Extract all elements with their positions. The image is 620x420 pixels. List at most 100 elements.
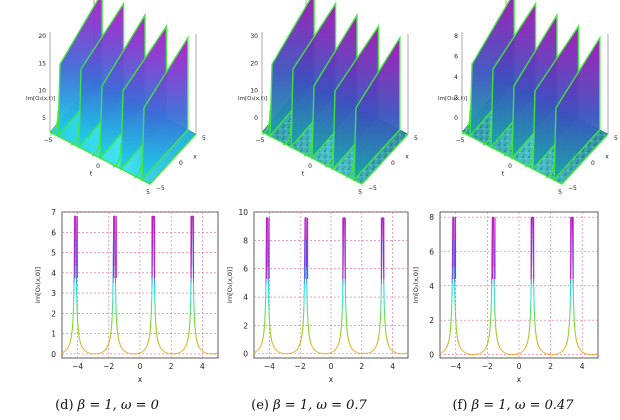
z-axis-label: Im[O₃(x,t)] — [438, 96, 467, 102]
x-tick-label-3d: −5 — [156, 185, 165, 192]
x-tick-label: −4 — [450, 362, 461, 371]
y-tick-label: 8 — [243, 236, 248, 245]
x-tick-label: 0 — [517, 362, 522, 371]
x-tick-label: 2 — [169, 362, 174, 371]
line-plot-0: 0 1 2 3 4 5 6 7 −4 −2 0 2 4 x Im[O₃(x,0)] — [34, 208, 219, 384]
x-tick-label: 4 — [390, 362, 395, 371]
t-tick-label: −5 — [456, 137, 465, 144]
x-tick-label-3d: 0 — [179, 160, 183, 167]
line-plot-1: 0 2 4 6 8 10 −4 −2 0 2 4 x Im[O₃(x,0)] — [226, 208, 409, 384]
surface-ridge — [261, 110, 271, 135]
x-tick-label-3d: −5 — [568, 185, 577, 192]
surface-ridge — [49, 110, 59, 135]
x-tick-label: 0 — [138, 362, 143, 371]
t-axis-label: t — [302, 170, 305, 177]
z-tick-label: 0 — [254, 115, 258, 122]
z-axis-label: Im[O₃(x,t)] — [238, 96, 267, 102]
surface-rim — [261, 131, 409, 185]
t-tick-label: −5 — [256, 137, 265, 144]
caption-e-tag: (e) — [251, 398, 270, 413]
caption-e-beta: β = 1, — [273, 398, 313, 413]
t-axis-label: t — [502, 170, 505, 177]
surface-ridge — [133, 153, 143, 179]
caption-d-beta: β = 1, — [77, 398, 117, 413]
surface-ridge — [461, 110, 471, 135]
surface-wall — [553, 35, 601, 182]
x-axis-label-3d: x — [193, 154, 197, 161]
surface-ridge — [524, 142, 534, 168]
surface-ridge — [303, 131, 313, 157]
x-tick-label: 2 — [359, 362, 364, 371]
surface-ridge — [345, 153, 355, 179]
x-tick-label-3d: 0 — [391, 160, 395, 167]
surface-ridge — [91, 131, 101, 157]
surface-ridge — [70, 121, 80, 146]
y-tick-label: 6 — [51, 228, 56, 237]
t-tick-label: 0 — [96, 163, 100, 170]
x-axis-label-3d: x — [405, 154, 409, 161]
caption-e-omega: ω = 0.7 — [316, 398, 367, 413]
surface-plot-0: 20 15 10 5 Im[O₃(x,t)] −5 0 5 t −5 0 5 x — [26, 0, 206, 196]
z-tick-label: 20 — [38, 33, 46, 40]
caption-f-tag: (f) — [452, 398, 468, 413]
y-tick-label: 1 — [51, 330, 56, 339]
surface-plot-1: 30 20 10 0 Im[O₃(x,t)] −5 0 5 t −5 0 5 x — [238, 0, 418, 196]
x-tick-label: 4 — [200, 362, 205, 371]
z-tick-label: 15 — [38, 60, 46, 67]
x-tick-label: 0 — [329, 362, 334, 371]
x-axis-label: x — [329, 375, 334, 384]
z-tick-label: 6 — [454, 54, 458, 61]
x-tick-label: −2 — [482, 362, 493, 371]
z-tick-label: 2 — [454, 95, 458, 102]
x-axis-label: x — [517, 375, 522, 384]
x-tick-label-3d: 5 — [414, 135, 418, 142]
caption-d-omega: ω = 0 — [120, 398, 159, 413]
t-tick-label: 0 — [508, 163, 512, 170]
y-tick-label: 2 — [51, 309, 56, 318]
y-tick-label: 6 — [429, 248, 434, 257]
y-axis-label: Im[O₃(x,0)] — [226, 267, 234, 303]
x-tick-label: −4 — [72, 362, 83, 371]
caption-f-omega: ω = 0.47 — [514, 398, 574, 413]
y-tick-label: 4 — [429, 282, 434, 291]
surface-wall — [141, 35, 189, 182]
x-tick-label: −2 — [103, 362, 114, 371]
surface-plot-2: 8 6 4 2 0 Im[O₃(x,t)] −5 0 5 t −5 0 5 x — [438, 0, 618, 196]
t-tick-label: 5 — [358, 189, 362, 196]
t-tick-label: 0 — [308, 163, 312, 170]
surface-wall — [353, 35, 401, 182]
x-tick-label-3d: −5 — [368, 185, 377, 192]
y-tick-label: 10 — [238, 208, 248, 217]
caption-d-tag: (d) — [55, 398, 74, 413]
x-tick-label-3d: 0 — [591, 160, 595, 167]
y-tick-label: 4 — [51, 269, 56, 278]
y-tick-label: 8 — [429, 213, 434, 222]
z-tick-label: 5 — [42, 115, 46, 122]
z-tick-label: 4 — [454, 74, 458, 81]
y-tick-label: 5 — [51, 249, 56, 258]
line-plot-2: 0 2 4 6 8 −4 −2 0 2 4 x Im[O₃(x,0)] — [412, 211, 599, 384]
z-tick-label: 10 — [38, 88, 46, 95]
z-tick-label: 8 — [454, 33, 458, 40]
t-tick-label: 5 — [558, 189, 562, 196]
z-tick-label: 10 — [250, 88, 258, 95]
surface-ridge — [503, 131, 513, 157]
y-axis-label: Im[O₃(x,0)] — [34, 267, 42, 303]
surface-rim — [461, 131, 609, 185]
y-tick-label: 4 — [243, 293, 248, 302]
caption-d: (d) β = 1, ω = 0 — [4, 398, 210, 413]
x-axis-label-3d: x — [605, 154, 609, 161]
z-axis-label: Im[O₃(x,t)] — [26, 96, 55, 102]
x-axis-label: x — [138, 375, 143, 384]
y-tick-label: 2 — [429, 316, 434, 325]
y-axis-label: Im[O₃(x,0)] — [412, 267, 420, 303]
y-tick-label: 3 — [51, 289, 56, 298]
surface-rim — [49, 131, 197, 185]
z-tick-label: 30 — [250, 33, 258, 40]
x-tick-label-3d: 5 — [202, 135, 206, 142]
x-tick-label: 2 — [548, 362, 553, 371]
surface-ridge — [282, 121, 292, 146]
caption-e: (e) β = 1, ω = 0.7 — [206, 398, 412, 413]
x-tick-label: −2 — [295, 362, 306, 371]
